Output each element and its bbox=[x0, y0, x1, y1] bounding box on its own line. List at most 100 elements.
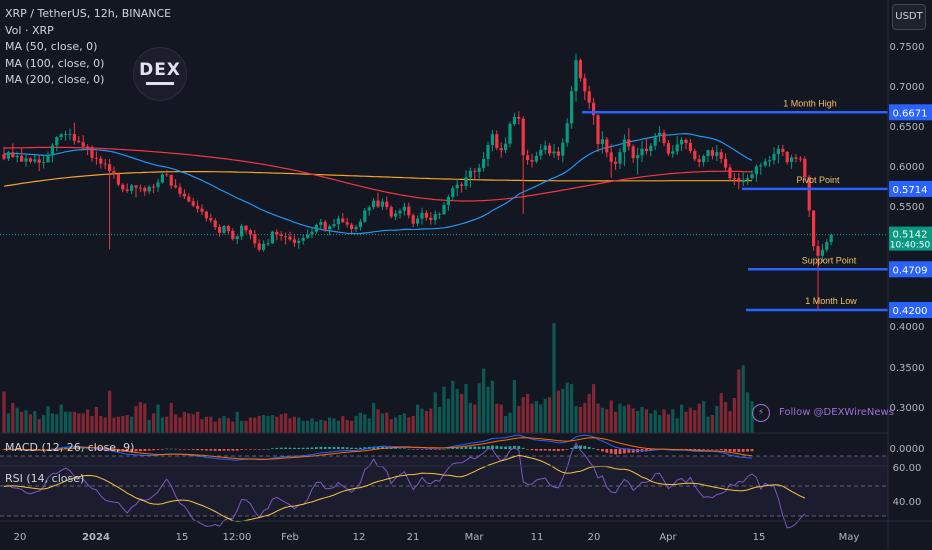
macd-histogram-bar bbox=[191, 449, 195, 450]
macd-histogram-bar bbox=[381, 446, 384, 449]
macd-histogram-bar bbox=[750, 449, 754, 452]
volume-bar bbox=[411, 415, 415, 433]
level-price-tag-label: 0.4709 bbox=[893, 265, 928, 276]
macd-pane[interactable] bbox=[2, 434, 754, 461]
candle-body bbox=[578, 60, 582, 79]
volume-bar bbox=[521, 397, 525, 433]
macd-indicator-label[interactable]: MACD (12, 26, close, 9) bbox=[5, 441, 135, 454]
candle-body bbox=[213, 220, 217, 228]
candle-body bbox=[649, 145, 653, 152]
level-price-tag-label: 0.4200 bbox=[893, 306, 928, 317]
time-axis-tick: 15 bbox=[176, 532, 189, 543]
volume-bar bbox=[495, 403, 499, 433]
candle-body bbox=[394, 213, 398, 217]
volume-bar bbox=[565, 382, 569, 433]
candle-body bbox=[697, 159, 701, 162]
currency-button[interactable]: USDT bbox=[892, 4, 926, 30]
volume-bar bbox=[253, 417, 257, 433]
volume-bar bbox=[270, 415, 274, 433]
dex-logo-text: DEX bbox=[139, 60, 181, 80]
candle-body bbox=[116, 173, 120, 185]
volume-bar bbox=[363, 414, 367, 433]
volume-bar bbox=[165, 416, 169, 433]
volume-bar bbox=[279, 414, 283, 433]
candle-body bbox=[46, 155, 50, 163]
volume-bar bbox=[614, 411, 618, 433]
ma100-indicator-label[interactable]: MA (100, close, 0) bbox=[5, 56, 105, 70]
candle-body bbox=[55, 137, 59, 146]
macd-histogram-bar bbox=[328, 447, 331, 449]
candle-body bbox=[130, 185, 134, 191]
macd-histogram-bar bbox=[579, 445, 582, 449]
macd-histogram-bar bbox=[592, 448, 595, 449]
volume-bar bbox=[108, 390, 112, 433]
candle-body bbox=[816, 246, 820, 256]
macd-histogram-bar bbox=[565, 449, 569, 450]
volume-bar bbox=[666, 414, 670, 433]
macd-histogram-bar bbox=[517, 446, 521, 449]
candle-body bbox=[636, 155, 640, 159]
volume-bar bbox=[86, 409, 90, 433]
candle-body bbox=[517, 117, 521, 119]
volume-indicator-label[interactable]: Vol · XRP bbox=[5, 23, 54, 37]
volume-bar bbox=[11, 402, 15, 433]
candle-body bbox=[750, 174, 754, 179]
macd-histogram-bar bbox=[240, 449, 243, 450]
macd-histogram-bar bbox=[623, 449, 626, 454]
macd-histogram-bar bbox=[196, 449, 199, 451]
macd-histogram-bar bbox=[741, 449, 745, 452]
macd-histogram-bar bbox=[649, 449, 653, 451]
macd-histogram-bar bbox=[64, 447, 67, 449]
candle-body bbox=[147, 186, 151, 192]
macd-histogram-bar bbox=[200, 449, 204, 451]
candle-body bbox=[143, 188, 147, 192]
macd-signal-line bbox=[3, 437, 753, 460]
candle-body bbox=[820, 249, 824, 256]
macd-histogram-bar bbox=[486, 446, 490, 449]
macd-histogram-bar bbox=[359, 447, 362, 449]
candle-body bbox=[702, 156, 706, 162]
candle-body bbox=[275, 231, 279, 235]
volume-bar bbox=[605, 409, 609, 433]
volume-bar bbox=[248, 417, 252, 433]
candle-body bbox=[724, 158, 728, 168]
candle-body bbox=[244, 225, 248, 231]
macd-histogram-bar bbox=[337, 446, 340, 449]
candle-body bbox=[68, 134, 72, 135]
time-axis-tick: 12 bbox=[353, 532, 366, 543]
rsi-indicator-label[interactable]: RSI (14, close) bbox=[5, 472, 85, 485]
candle-body bbox=[627, 139, 631, 147]
macd-histogram-bar bbox=[319, 446, 323, 449]
macd-histogram-bar bbox=[363, 447, 367, 449]
candle-body bbox=[94, 157, 98, 159]
macd-histogram-bar bbox=[341, 447, 345, 449]
candle-body bbox=[416, 218, 420, 224]
macd-histogram-bar bbox=[389, 447, 393, 449]
symbol-title[interactable]: XRP / TetherUS, 12h, BINANCE bbox=[5, 7, 172, 20]
volume-bar bbox=[653, 410, 657, 433]
candle-body bbox=[719, 152, 723, 159]
candle-body bbox=[240, 225, 244, 237]
candle-body bbox=[442, 204, 446, 215]
ma50-indicator-label[interactable]: MA (50, close, 0) bbox=[5, 40, 98, 53]
volume-bar bbox=[389, 419, 393, 433]
price-axis-tick: 0.7000 bbox=[890, 82, 925, 93]
volume-bar bbox=[275, 416, 279, 433]
macd-histogram-bar bbox=[279, 447, 283, 449]
volume-bar bbox=[24, 410, 28, 433]
volume-bar bbox=[534, 401, 538, 433]
ma200-indicator-label[interactable]: MA (200, close, 0) bbox=[5, 73, 105, 86]
volume-bar bbox=[548, 397, 552, 433]
candle-body bbox=[600, 139, 604, 144]
macd-histogram-bar bbox=[715, 449, 719, 450]
volume-bar bbox=[574, 406, 578, 433]
macd-histogram-bar bbox=[473, 446, 477, 449]
candle-body bbox=[284, 236, 288, 237]
volume-bar bbox=[284, 413, 288, 433]
volume-bar bbox=[68, 411, 72, 433]
macd-histogram-bar bbox=[253, 449, 257, 450]
volume-bar bbox=[213, 421, 217, 433]
macd-histogram-bar bbox=[504, 446, 507, 449]
candle-body bbox=[609, 152, 613, 162]
volume-bar bbox=[429, 408, 433, 433]
